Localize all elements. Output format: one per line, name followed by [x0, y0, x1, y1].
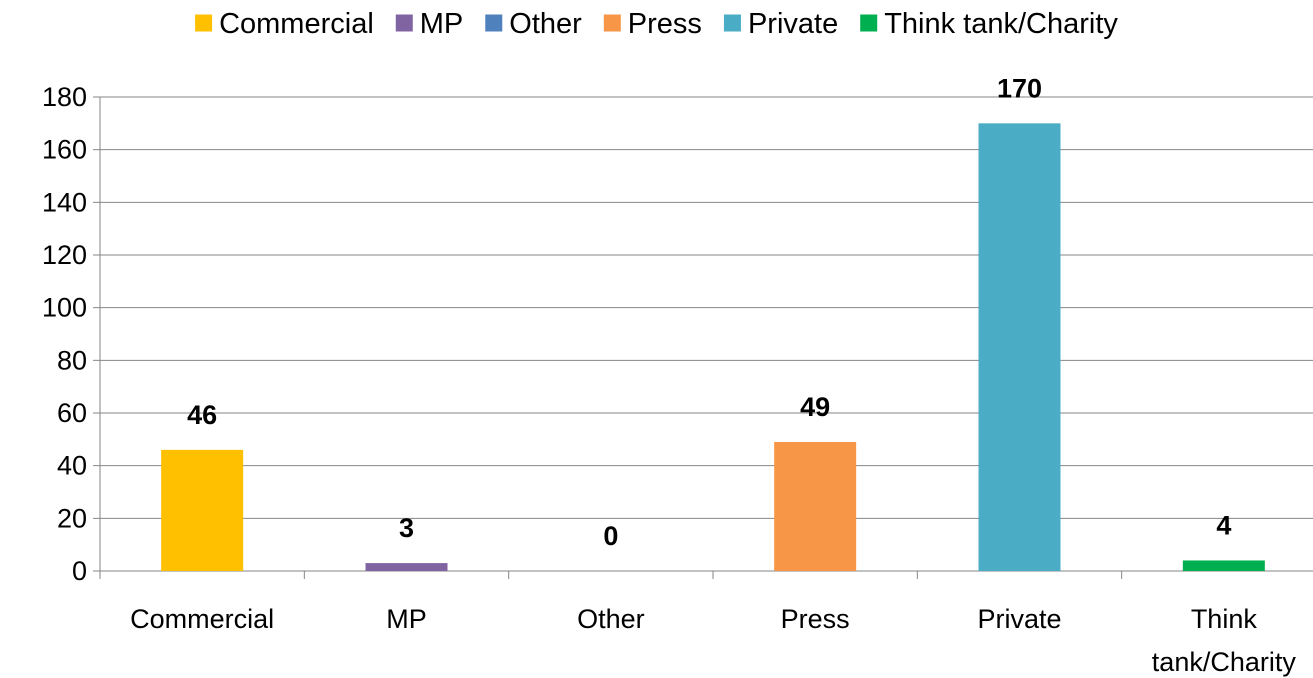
- bar-commercial: [161, 449, 244, 571]
- data-label-private: 170: [997, 73, 1042, 103]
- data-label-mp: 3: [399, 513, 414, 543]
- legend-label-commercial: Commercial: [219, 8, 374, 40]
- x-tick-label-think-tank-charity: Think: [1191, 604, 1258, 634]
- legend: Commercial MP Other Press Private Think tank/…: [195, 8, 1118, 40]
- x-tick-label-think-tank-charity: tank/Charity: [1152, 647, 1297, 677]
- x-tick-label-press: Press: [781, 604, 850, 634]
- data-label-think-tank-charity: 4: [1216, 510, 1231, 540]
- gridlines: [100, 96, 1313, 519]
- legend-swatch-private: [723, 14, 741, 32]
- legend-swatch-commercial: [195, 14, 213, 32]
- bar-mp: [365, 563, 448, 571]
- y-tick-label: 20: [57, 503, 87, 533]
- bars: [161, 123, 1265, 571]
- y-tick-label: 60: [57, 398, 87, 428]
- bar-think-tank-charity: [1182, 560, 1265, 571]
- legend-label-mp: MP: [420, 8, 464, 40]
- bar-press: [774, 441, 857, 571]
- data-labels: 46 3 0 49 170 4: [187, 73, 1231, 551]
- x-tick-label-other: Other: [577, 604, 645, 634]
- y-tick-label: 100: [42, 293, 87, 323]
- legend-swatch-press: [603, 14, 621, 32]
- data-label-other: 0: [603, 521, 618, 551]
- y-tick-label: 80: [57, 345, 87, 375]
- legend-swatch-mp: [395, 14, 413, 32]
- y-tick-label: 180: [42, 82, 87, 112]
- x-axis: Commercial MP Other Press Private Think tank/C…: [99, 570, 1313, 677]
- y-tick-label: 40: [57, 451, 87, 481]
- y-axis: 0 20 40 60 80 100 120 140 160 180: [42, 82, 101, 586]
- bar-private: [978, 123, 1061, 571]
- y-tick-label: 160: [42, 135, 87, 165]
- y-tick-label: 120: [42, 240, 87, 270]
- legend-label-private: Private: [748, 8, 838, 40]
- legend-swatch-think-tank-charity: [860, 14, 878, 32]
- data-label-press: 49: [800, 392, 830, 422]
- legend-label-think-tank-charity: Think tank/Charity: [884, 8, 1118, 40]
- x-tick-label-private: Private: [977, 604, 1061, 634]
- legend-swatch-other: [485, 14, 503, 32]
- y-tick-label: 140: [42, 187, 87, 217]
- x-tick-label-commercial: Commercial: [130, 604, 274, 634]
- data-label-commercial: 46: [187, 400, 217, 430]
- x-tick-label-mp: MP: [386, 604, 427, 634]
- legend-label-press: Press: [628, 8, 702, 40]
- y-tick-label: 0: [72, 556, 87, 586]
- legend-label-other: Other: [509, 8, 582, 40]
